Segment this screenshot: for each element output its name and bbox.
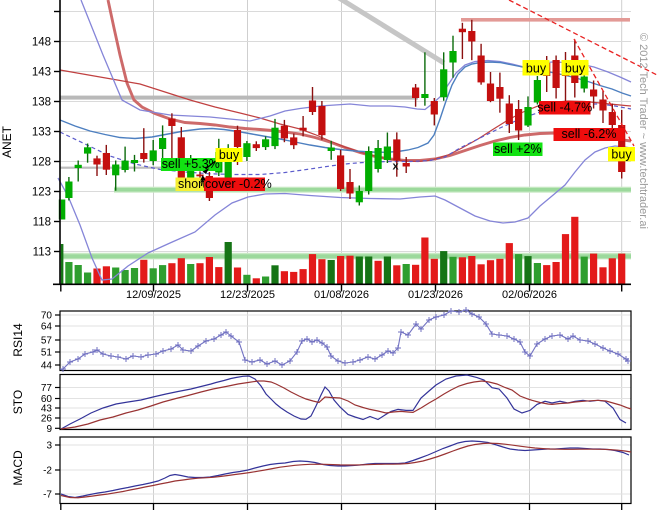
svg-text:short: short <box>178 177 206 191</box>
svg-text:64: 64 <box>41 322 53 333</box>
svg-text:-7: -7 <box>43 490 52 501</box>
svg-text:51: 51 <box>41 348 53 359</box>
svg-text:buy: buy <box>565 62 586 76</box>
svg-text:43: 43 <box>41 404 53 415</box>
svg-text:-2: -2 <box>43 466 52 477</box>
svg-text:9: 9 <box>46 424 52 435</box>
svg-text:© 2012 Tech Trader ~ www.techt: © 2012 Tech Trader ~ www.techtrader.ai <box>637 33 649 229</box>
svg-text:buy: buy <box>611 147 632 161</box>
svg-text:44: 44 <box>41 361 53 372</box>
svg-text:sell +5.3%: sell +5.3% <box>162 157 220 171</box>
svg-text:01/08/2026: 01/08/2026 <box>314 289 369 301</box>
svg-text:148: 148 <box>32 37 51 49</box>
svg-text:128: 128 <box>32 157 51 169</box>
svg-text:sell -4.7%: sell -4.7% <box>537 101 592 115</box>
svg-text:70: 70 <box>41 311 53 322</box>
svg-text:ANET: ANET <box>0 125 14 158</box>
svg-text:02/06/2026: 02/06/2026 <box>502 289 557 301</box>
svg-text:133: 133 <box>32 127 51 139</box>
svg-text:x: x <box>392 161 399 173</box>
svg-text:RSI14: RSI14 <box>11 323 25 357</box>
svg-text:113: 113 <box>33 247 51 259</box>
svg-text:57: 57 <box>41 336 53 347</box>
svg-text:3: 3 <box>46 441 52 452</box>
svg-text:STO: STO <box>11 390 25 414</box>
svg-text:138: 138 <box>32 97 51 109</box>
svg-text:sell +2%: sell +2% <box>494 142 542 156</box>
svg-text:12/09/2025: 12/09/2025 <box>126 289 181 301</box>
svg-text:01/23/2026: 01/23/2026 <box>408 289 463 301</box>
svg-text:12/23/2025: 12/23/2025 <box>220 289 275 301</box>
svg-text:buy: buy <box>219 148 240 162</box>
svg-text:123: 123 <box>32 187 51 199</box>
svg-text:cover -0.2%: cover -0.2% <box>205 177 272 191</box>
svg-text:MACD: MACD <box>11 450 25 486</box>
svg-text:sell -6.2%: sell -6.2% <box>562 127 617 141</box>
svg-text:77: 77 <box>41 383 53 394</box>
svg-text:118: 118 <box>33 217 51 229</box>
svg-text:60: 60 <box>41 394 53 405</box>
svg-text:26: 26 <box>41 414 53 425</box>
svg-text:143: 143 <box>32 67 51 79</box>
svg-text:buy: buy <box>526 62 547 76</box>
